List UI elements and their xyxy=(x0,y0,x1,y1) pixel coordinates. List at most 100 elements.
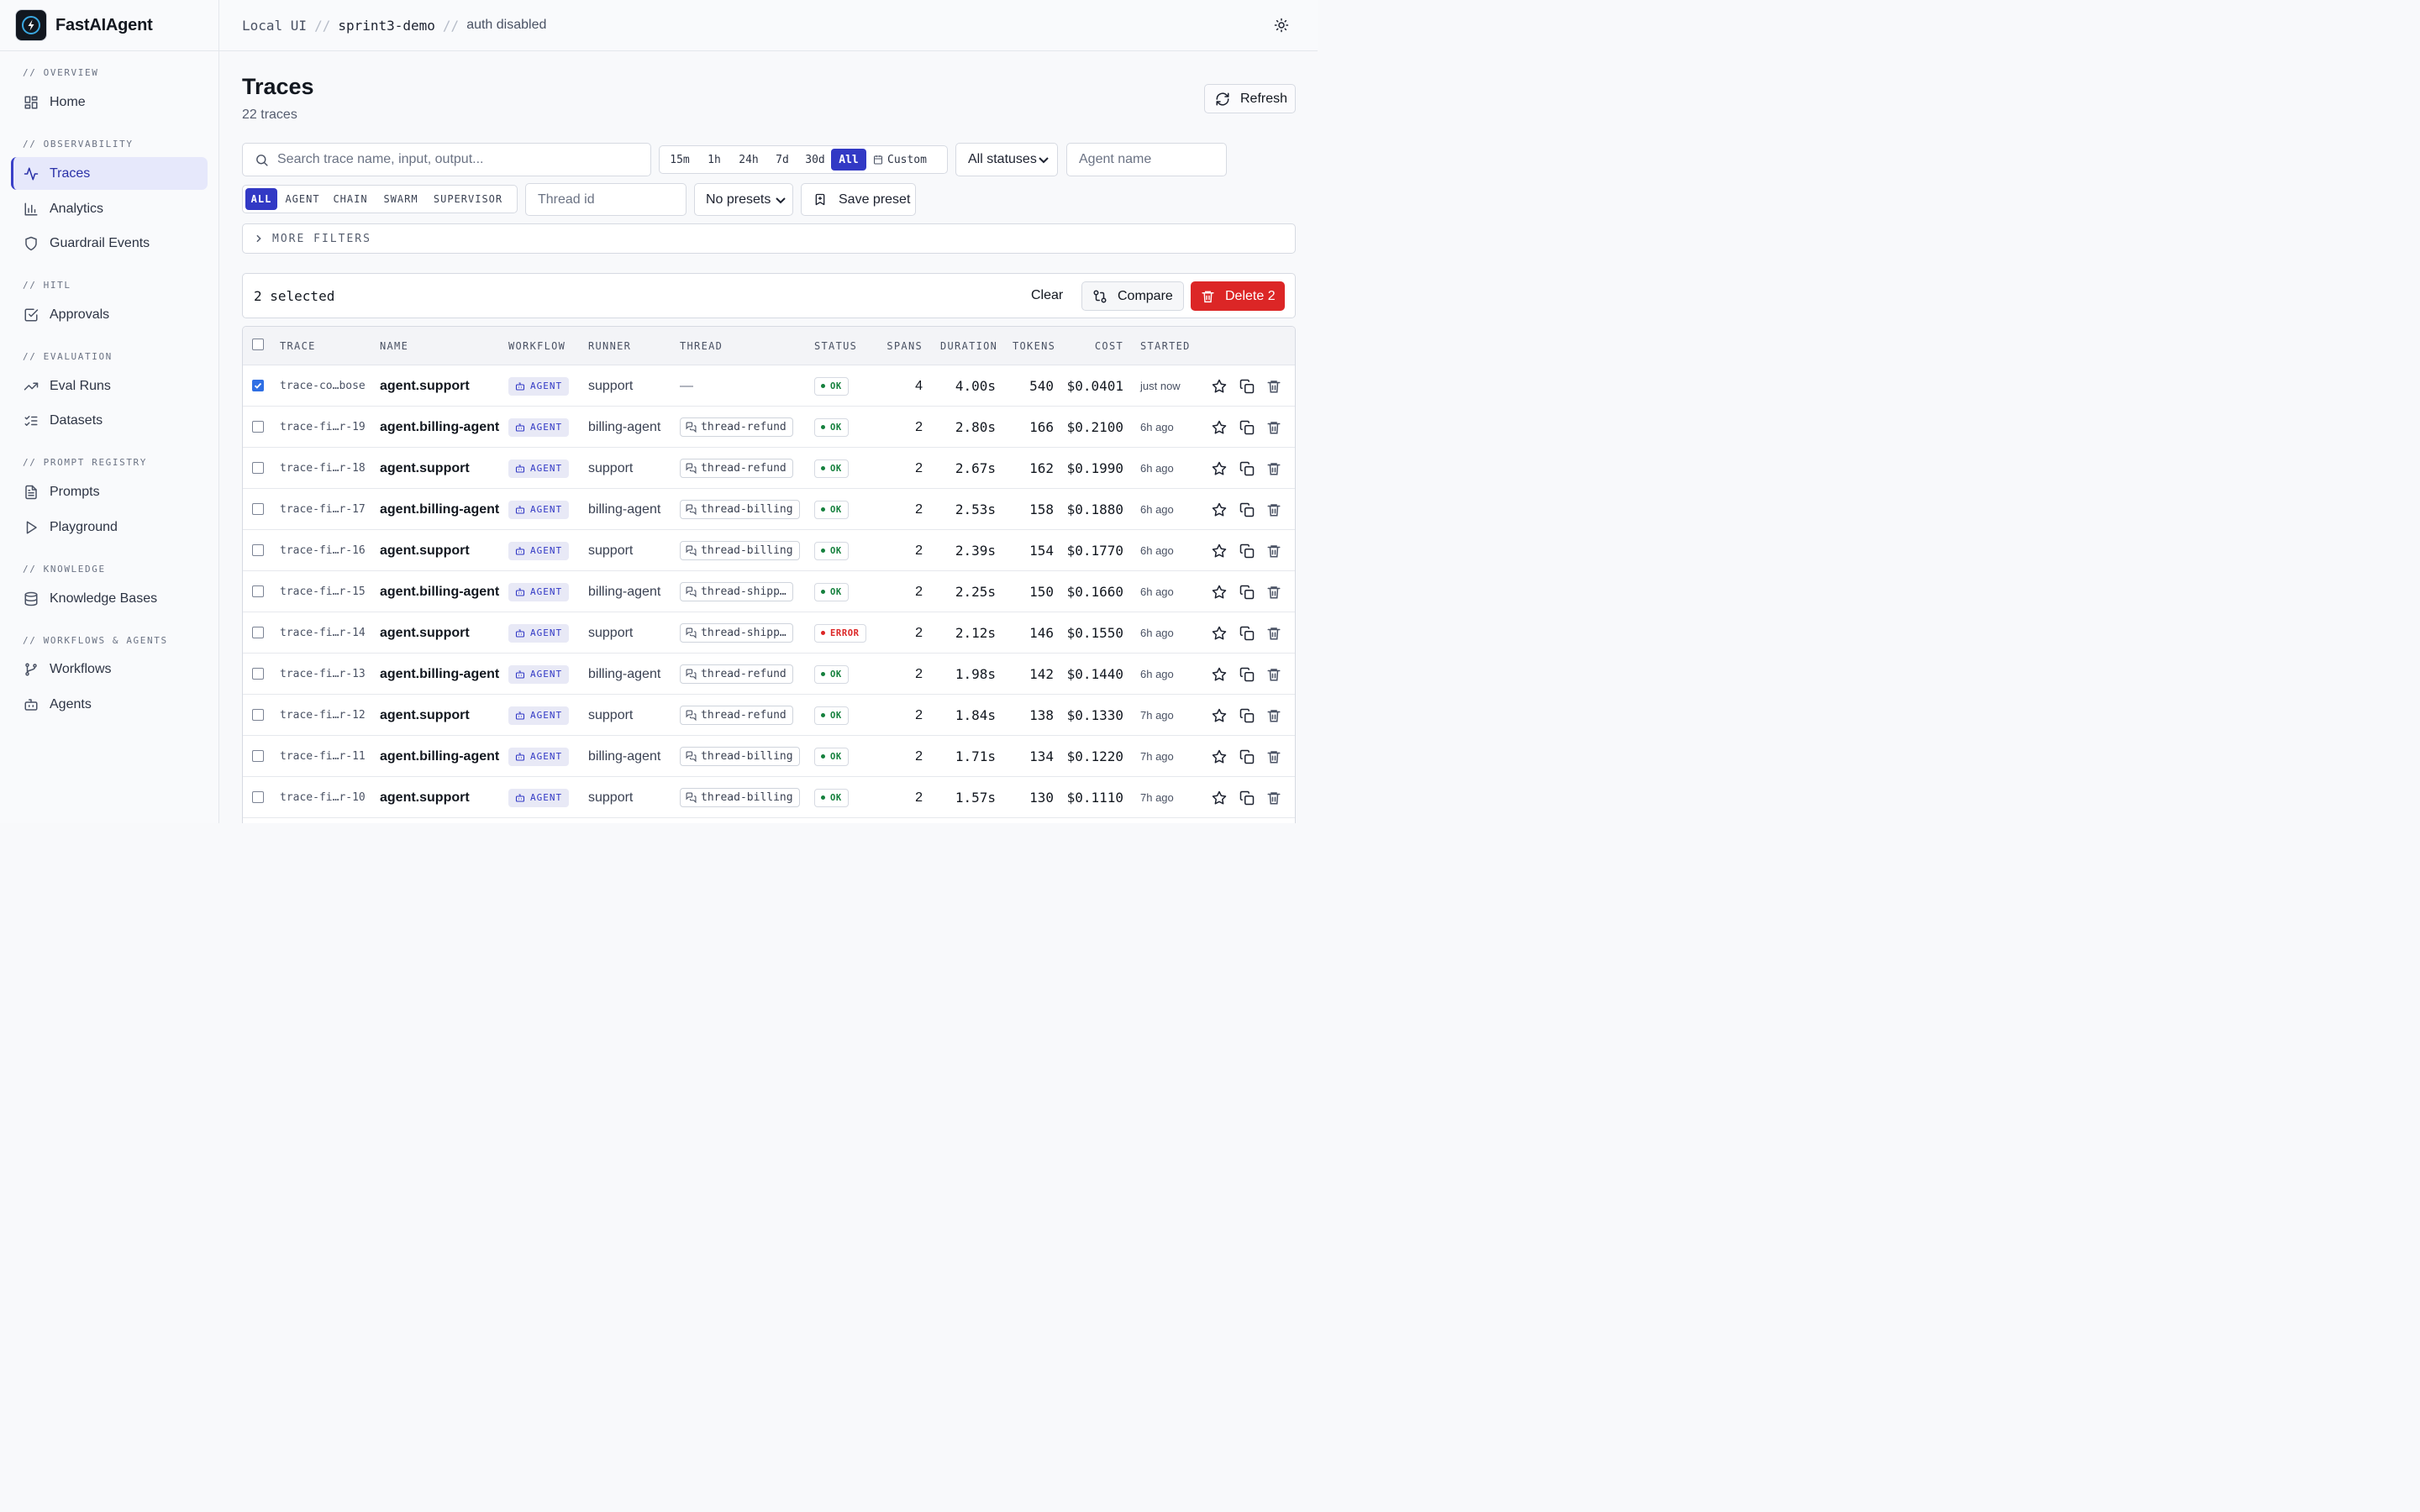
row-checkbox[interactable] xyxy=(252,380,264,391)
trace-name[interactable]: agent.support xyxy=(380,625,470,640)
trace-id[interactable]: trace-co…bose xyxy=(280,380,366,392)
range-24h-button[interactable]: 24h xyxy=(739,153,759,166)
column-header-thread[interactable]: THREAD xyxy=(680,340,723,352)
thread-chip[interactable]: thread-shipp… xyxy=(680,582,793,601)
row-checkbox[interactable] xyxy=(252,668,264,680)
star-icon[interactable] xyxy=(1212,571,1227,612)
row-checkbox[interactable] xyxy=(252,627,264,638)
column-header-duration[interactable]: DURATION xyxy=(940,340,998,352)
copy-icon[interactable] xyxy=(1239,365,1255,407)
column-header-runner[interactable]: RUNNER xyxy=(588,340,632,352)
sidebar-item-home[interactable]: Home xyxy=(11,86,208,118)
copy-icon[interactable] xyxy=(1239,695,1255,736)
trace-id[interactable]: trace-fi…r-15 xyxy=(280,585,366,598)
column-header-status[interactable]: STATUS xyxy=(814,340,858,352)
trash-icon[interactable] xyxy=(1266,571,1281,612)
sidebar-item-guardrail-events[interactable]: Guardrail Events xyxy=(11,227,208,260)
column-header-workflow[interactable]: WORKFLOW xyxy=(508,340,566,352)
sidebar-item-traces[interactable]: Traces xyxy=(11,157,208,190)
compare-button[interactable]: Compare xyxy=(1081,281,1184,311)
range-all-button[interactable]: All xyxy=(831,149,866,171)
row-checkbox[interactable] xyxy=(252,462,264,474)
agent-name-input[interactable] xyxy=(1079,152,1213,167)
column-header-name[interactable]: NAME xyxy=(380,340,409,352)
trace-id[interactable]: trace-fi…r-13 xyxy=(280,668,366,680)
trash-icon[interactable] xyxy=(1266,654,1281,695)
range-7d-button[interactable]: 7d xyxy=(776,153,789,166)
row-checkbox[interactable] xyxy=(252,421,264,433)
trash-icon[interactable] xyxy=(1266,365,1281,407)
table-row[interactable]: trace-fi…r-19 agent.billing-agent AGENT bil… xyxy=(243,407,1295,448)
trash-icon[interactable] xyxy=(1266,407,1281,448)
star-icon[interactable] xyxy=(1212,612,1227,654)
column-header-cost[interactable]: COST xyxy=(1094,340,1123,352)
column-header-started[interactable]: STARTED xyxy=(1140,340,1191,352)
thread-chip[interactable]: thread-refund xyxy=(680,664,793,684)
trash-icon[interactable] xyxy=(1266,448,1281,489)
table-row[interactable]: trace-fi…r-11 agent.billing-agent AGENT bil… xyxy=(243,736,1295,777)
table-row[interactable]: trace-fi…r-17 agent.billing-agent AGENT bil… xyxy=(243,489,1295,530)
breadcrumb-local-ui[interactable]: Local UI xyxy=(242,17,308,34)
thread-chip[interactable]: thread-refund xyxy=(680,417,793,437)
row-checkbox[interactable] xyxy=(252,709,264,721)
star-icon[interactable] xyxy=(1212,407,1227,448)
thread-id-input[interactable] xyxy=(538,192,672,207)
refresh-button[interactable]: Refresh xyxy=(1204,84,1296,113)
type-all-button[interactable]: ALL xyxy=(245,188,277,210)
column-header-tokens[interactable]: TOKENS xyxy=(1013,340,1056,352)
sidebar-item-knowledge-bases[interactable]: Knowledge Bases xyxy=(11,582,208,615)
sidebar-item-eval-runs[interactable]: Eval Runs xyxy=(11,370,208,402)
sidebar-item-approvals[interactable]: Approvals xyxy=(11,298,208,331)
star-icon[interactable] xyxy=(1212,695,1227,736)
trace-id[interactable]: trace-fi…r-16 xyxy=(280,544,366,557)
range-custom-button[interactable]: Custom xyxy=(866,149,927,171)
trash-icon[interactable] xyxy=(1266,736,1281,777)
trace-id[interactable]: trace-fi…r-12 xyxy=(280,709,366,722)
trace-id[interactable]: trace-fi…r-19 xyxy=(280,421,366,433)
trace-id[interactable]: trace-fi…r-18 xyxy=(280,462,366,475)
sidebar-item-workflows[interactable]: Workflows xyxy=(11,653,208,685)
range-15m-button[interactable]: 15m xyxy=(670,153,690,166)
row-checkbox[interactable] xyxy=(252,503,264,515)
more-filters-toggle[interactable]: MORE FILTERS xyxy=(242,223,1296,254)
trace-id[interactable]: trace-fi…r-14 xyxy=(280,627,366,639)
table-row[interactable]: trace-fi…r-18 agent.support AGENT support th… xyxy=(243,448,1295,489)
trace-name[interactable]: agent.support xyxy=(380,543,470,558)
trace-name[interactable]: agent.billing-agent xyxy=(380,748,500,764)
copy-icon[interactable] xyxy=(1239,489,1255,530)
brand[interactable]: FastAIAgent xyxy=(0,0,218,51)
sidebar-item-prompts[interactable]: Prompts xyxy=(11,475,208,508)
type-swarm-button[interactable]: SWARM xyxy=(383,193,418,205)
column-header-trace[interactable]: TRACE xyxy=(280,340,316,352)
table-row[interactable]: trace-fi…r-16 agent.support AGENT support th… xyxy=(243,530,1295,571)
trace-name[interactable]: agent.support xyxy=(380,790,470,805)
sidebar-item-playground[interactable]: Playground xyxy=(11,511,208,543)
sidebar-item-analytics[interactable]: Analytics xyxy=(11,192,208,225)
copy-icon[interactable] xyxy=(1239,736,1255,777)
copy-icon[interactable] xyxy=(1239,448,1255,489)
trash-icon[interactable] xyxy=(1266,489,1281,530)
trace-name[interactable]: agent.support xyxy=(380,707,470,722)
select-all-checkbox[interactable] xyxy=(252,339,264,350)
sidebar-item-datasets[interactable]: Datasets xyxy=(11,404,208,437)
save-preset-button[interactable]: Save preset xyxy=(801,183,916,216)
trace-id[interactable]: trace-fi…r-11 xyxy=(280,750,366,763)
type-supervisor-button[interactable]: SUPERVISOR xyxy=(433,193,503,205)
copy-icon[interactable] xyxy=(1239,407,1255,448)
table-row[interactable]: trace-fi…r-12 agent.support AGENT support th… xyxy=(243,695,1295,736)
thread-chip[interactable]: thread-refund xyxy=(680,459,793,478)
type-chain-button[interactable]: CHAIN xyxy=(333,193,368,205)
trace-id[interactable]: trace-fi…r-10 xyxy=(280,791,366,804)
table-row[interactable]: trace-fi…r-15 agent.billing-agent AGENT bil… xyxy=(243,571,1295,612)
thread-chip[interactable]: thread-refund xyxy=(680,706,793,725)
breadcrumb-project[interactable]: sprint3-demo xyxy=(338,17,435,34)
copy-icon[interactable] xyxy=(1239,654,1255,695)
star-icon[interactable] xyxy=(1212,777,1227,818)
row-checkbox[interactable] xyxy=(252,791,264,803)
star-icon[interactable] xyxy=(1212,736,1227,777)
copy-icon[interactable] xyxy=(1239,530,1255,571)
copy-icon[interactable] xyxy=(1239,777,1255,818)
trash-icon[interactable] xyxy=(1266,777,1281,818)
trace-name[interactable]: agent.billing-agent xyxy=(380,501,500,517)
trace-name[interactable]: agent.billing-agent xyxy=(380,666,500,681)
